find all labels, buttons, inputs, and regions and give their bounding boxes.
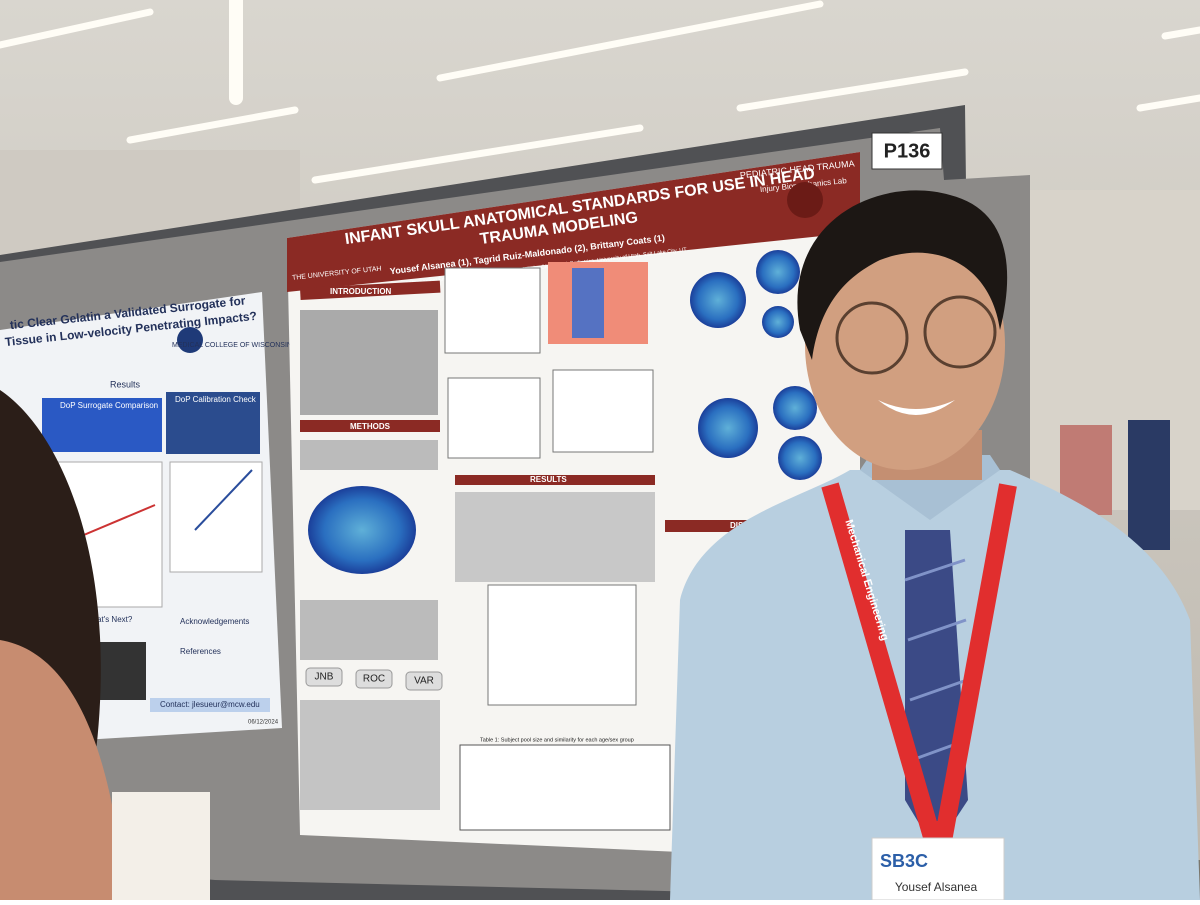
- badge-name: Yousef Alsanea: [895, 880, 978, 894]
- ceiling-lights: [0, 0, 1200, 184]
- left-section: Acknowledgements: [180, 617, 249, 626]
- main-section: RESULTS: [530, 475, 567, 484]
- left-section: DoP Surrogate Comparison: [60, 401, 158, 410]
- left-date: 06/12/2024: [248, 720, 279, 726]
- left-section: References: [180, 647, 221, 656]
- name-badge: [871, 837, 1005, 901]
- bag: [112, 792, 210, 900]
- left-section: What's Next?: [85, 615, 133, 624]
- main-section: METHODS: [350, 422, 391, 431]
- foreground-shoulder: [0, 640, 125, 900]
- poster-number: P136: [884, 140, 931, 162]
- pipeline-step: JNB: [315, 672, 334, 683]
- table-caption: Table 1: Subject pool size and similarit…: [480, 737, 634, 743]
- presenter: Mechanical Engineering SB3C Yousef Alsan…: [670, 190, 1200, 901]
- left-contact: Contact: jlesueur@mcw.edu: [160, 700, 260, 709]
- left-institution: MEDICAL COLLEGE OF WISCONSIN: [172, 342, 292, 349]
- left-section: Results: [110, 379, 141, 389]
- badge-logo: SB3C: [880, 851, 928, 871]
- background-person: [1128, 420, 1170, 550]
- poster-number-card: [871, 132, 943, 170]
- pipeline-step: ROC: [363, 674, 385, 685]
- pipeline-step: VAR: [414, 676, 434, 687]
- main-section: INTRODUCTION: [330, 287, 392, 296]
- left-section: DoP Calibration Check: [175, 395, 257, 404]
